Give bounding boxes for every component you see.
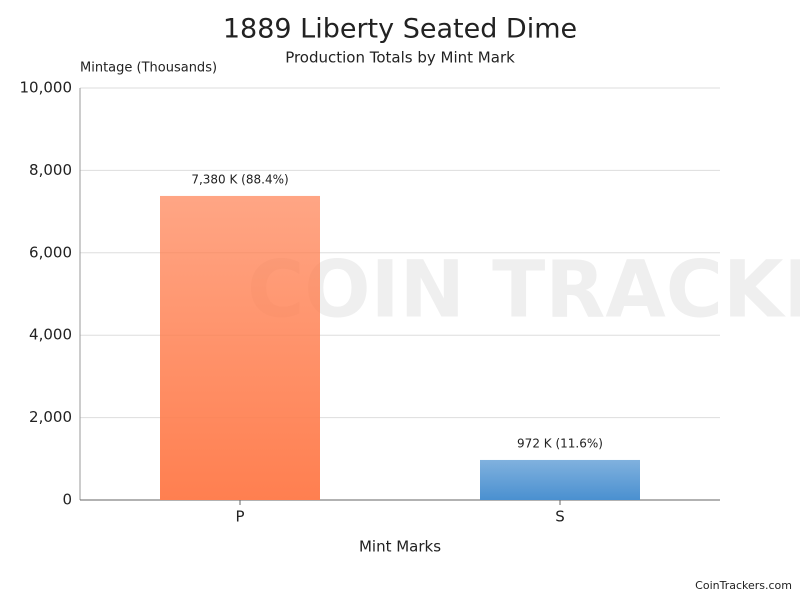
x-tick-label: S	[555, 508, 565, 526]
x-tick-label: P	[235, 508, 244, 526]
x-axis-label: Mint Marks	[359, 538, 441, 556]
value-label: 7,380 K (88.4%)	[191, 172, 288, 186]
bar	[480, 459, 640, 500]
y-tick-label: 2,000	[29, 408, 72, 426]
bar	[160, 195, 320, 500]
watermark: COIN TRACKERS	[247, 245, 800, 335]
y-tick-label: 10,000	[20, 79, 73, 97]
y-axis-label: Mintage (Thousands)	[80, 61, 217, 76]
credit: CoinTrackers.com	[695, 579, 792, 592]
y-tick-label: 4,000	[29, 326, 72, 344]
chart-title: 1889 Liberty Seated Dime	[223, 14, 577, 45]
value-label: 972 K (11.6%)	[517, 436, 603, 450]
y-tick-label: 6,000	[29, 243, 72, 261]
chart-subtitle: Production Totals by Mint Mark	[285, 49, 515, 67]
y-tick-label: 0	[62, 491, 72, 509]
y-tick-label: 8,000	[29, 161, 72, 179]
